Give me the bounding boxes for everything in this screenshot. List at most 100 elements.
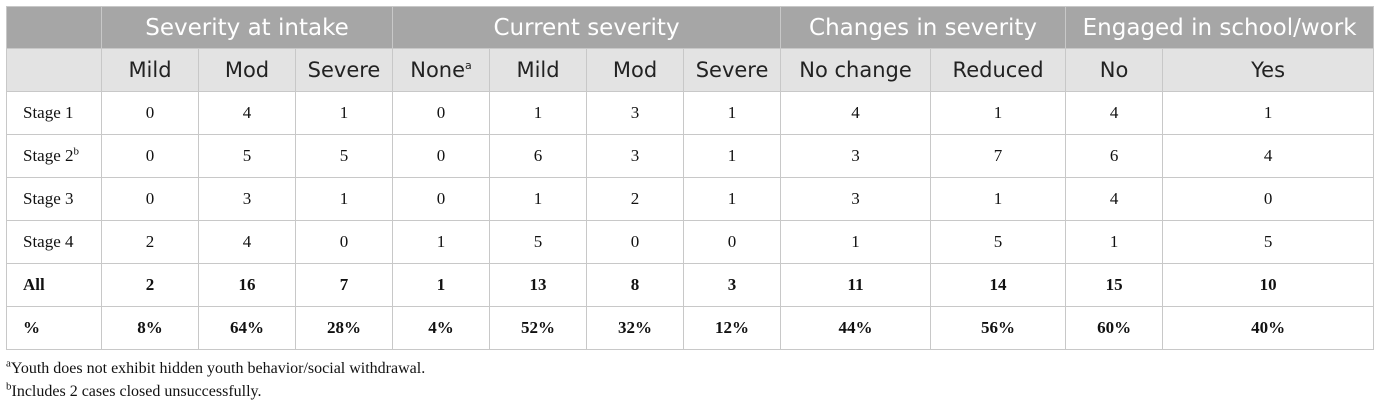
table-cell: 5 bbox=[930, 220, 1067, 264]
table-cell: 56% bbox=[930, 306, 1067, 350]
footnotes: aYouth does not exhibit hidden youth beh… bbox=[6, 357, 425, 403]
table-cell: 6 bbox=[489, 134, 588, 178]
table-cell: 13 bbox=[489, 263, 588, 307]
footnote: aYouth does not exhibit hidden youth beh… bbox=[6, 357, 425, 380]
table-cell: 1 bbox=[780, 220, 932, 264]
column-header-label: Severe bbox=[695, 58, 769, 82]
table-cell: 0 bbox=[101, 177, 199, 221]
table-cell: 0 bbox=[586, 220, 685, 264]
table-cell: 1 bbox=[294, 177, 394, 221]
table-cell: 60% bbox=[1065, 306, 1164, 350]
table-cell: 64% bbox=[198, 306, 296, 350]
column-header-label: Mod bbox=[224, 58, 270, 82]
table-cell: 1 bbox=[930, 91, 1067, 135]
column-header-label: Mild bbox=[516, 58, 560, 82]
table-cell: 1 bbox=[294, 91, 394, 135]
table-cell: 12% bbox=[683, 306, 782, 350]
column-header: Severe bbox=[683, 48, 782, 92]
table-cell: 4 bbox=[198, 91, 296, 135]
group-header: Changes in severity bbox=[780, 6, 1067, 49]
column-header-label: Mod bbox=[612, 58, 658, 82]
table-cell: 32% bbox=[586, 306, 685, 350]
table-cell: 6 bbox=[1065, 134, 1164, 178]
group-header: Current severity bbox=[392, 6, 782, 49]
table-cell: 0 bbox=[294, 220, 394, 264]
table-cell: 4 bbox=[780, 91, 932, 135]
row-label-text: All bbox=[23, 275, 45, 294]
table-cell: 1 bbox=[683, 91, 782, 135]
table-cell: 3 bbox=[780, 134, 932, 178]
column-header: Mild bbox=[489, 48, 588, 92]
column-header: No change bbox=[780, 48, 932, 92]
table-cell: 2 bbox=[101, 263, 199, 307]
row-label: Stage 2b bbox=[6, 134, 102, 178]
table-row: Stage 2b 0 5 5 0 6 3 1 3 7 6 4 bbox=[6, 134, 1375, 178]
table-cell: 0 bbox=[392, 177, 491, 221]
column-header: Nonea bbox=[392, 48, 491, 92]
table-cell: 4 bbox=[1065, 177, 1164, 221]
row-label-text: Stage 3 bbox=[23, 189, 74, 208]
results-table: Severity at intake Current severity Change… bbox=[6, 6, 1375, 350]
row-label: Stage 1 bbox=[6, 91, 102, 135]
table-cell: 3 bbox=[683, 263, 782, 307]
table-cell: 0 bbox=[101, 134, 199, 178]
footnote-marker: b bbox=[6, 380, 12, 393]
table-cell: 4 bbox=[1065, 91, 1164, 135]
table-cell: 11 bbox=[780, 263, 932, 307]
row-label-text: Stage 2 bbox=[23, 146, 74, 165]
row-label: Stage 3 bbox=[6, 177, 102, 221]
table-cell: 15 bbox=[1065, 263, 1164, 307]
table-cell: 0 bbox=[1162, 177, 1375, 221]
table-cell: 3 bbox=[586, 134, 685, 178]
column-header-row: Mild Mod Severe Nonea Mild Mod Severe No change… bbox=[6, 48, 1375, 92]
table-cell: 7 bbox=[930, 134, 1067, 178]
table-cell: 3 bbox=[586, 91, 685, 135]
group-header-row: Severity at intake Current severity Change… bbox=[6, 6, 1375, 49]
row-label: All bbox=[6, 263, 102, 307]
column-header: Mod bbox=[198, 48, 296, 92]
table-cell: 4 bbox=[1162, 134, 1375, 178]
table-row: % 8% 64% 28% 4% 52% 32% 12% 44% 56% 60% 40% bbox=[6, 306, 1375, 350]
group-header bbox=[6, 6, 102, 49]
table-cell: 7 bbox=[294, 263, 394, 307]
table-cell: 1 bbox=[1162, 91, 1375, 135]
footnote-text: Youth does not exhibit hidden youth beha… bbox=[10, 360, 426, 377]
footnote-marker: a bbox=[465, 59, 472, 72]
group-header: Engaged in school/work bbox=[1065, 6, 1375, 49]
column-header: No bbox=[1065, 48, 1164, 92]
table-cell: 1 bbox=[1065, 220, 1164, 264]
column-header: Mild bbox=[101, 48, 199, 92]
table-cell: 28% bbox=[294, 306, 394, 350]
column-header: Yes bbox=[1162, 48, 1375, 92]
table-cell: 4 bbox=[198, 220, 296, 264]
table-cell: 3 bbox=[198, 177, 296, 221]
table-cell: 0 bbox=[101, 91, 199, 135]
column-header: Reduced bbox=[930, 48, 1067, 92]
table-cell: 0 bbox=[392, 134, 491, 178]
column-header-label: Mild bbox=[128, 58, 172, 82]
column-header: Severe bbox=[294, 48, 394, 92]
table-cell: 0 bbox=[683, 220, 782, 264]
table-cell: 8% bbox=[101, 306, 199, 350]
table-cell: 40% bbox=[1162, 306, 1375, 350]
table-cell: 1 bbox=[683, 177, 782, 221]
table-cell: 1 bbox=[683, 134, 782, 178]
table-cell: 1 bbox=[930, 177, 1067, 221]
row-label-text: Stage 4 bbox=[23, 232, 74, 251]
footnote-marker: a bbox=[6, 357, 11, 370]
table-cell: 1 bbox=[392, 263, 491, 307]
footnote-marker: b bbox=[73, 145, 80, 158]
table-cell: 1 bbox=[489, 177, 588, 221]
column-header-label: No bbox=[1099, 58, 1129, 82]
table-cell: 4% bbox=[392, 306, 491, 350]
footnote-text: Includes 2 cases closed unsuccessfully. bbox=[11, 383, 262, 400]
footnote: bIncludes 2 cases closed unsuccessfully. bbox=[6, 380, 425, 403]
table-cell: 52% bbox=[489, 306, 588, 350]
table-cell: 5 bbox=[1162, 220, 1375, 264]
row-label-text: % bbox=[23, 318, 40, 337]
column-header: Mod bbox=[586, 48, 685, 92]
column-header-label: None bbox=[410, 58, 466, 82]
column-header bbox=[6, 48, 102, 92]
